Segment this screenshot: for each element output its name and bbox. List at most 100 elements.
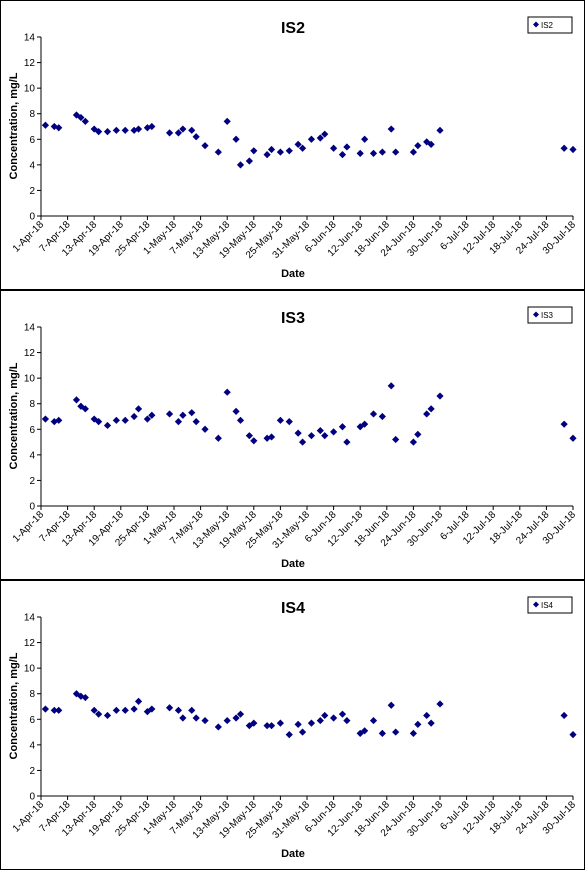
y-tick-label: 0 [29, 502, 35, 513]
x-axis-label: Date [281, 268, 305, 280]
data-point [378, 148, 386, 156]
data-point [112, 416, 120, 424]
data-point [369, 410, 378, 418]
data-point [55, 124, 63, 132]
data-point [285, 731, 293, 739]
x-axis-label: Date [281, 848, 305, 860]
data-point [245, 157, 253, 165]
data-point [81, 693, 89, 702]
data-point [179, 411, 187, 419]
data-point [560, 711, 568, 720]
legend-box [527, 596, 573, 614]
data-point [569, 731, 577, 739]
legend-label: IS3 [541, 311, 554, 320]
data-point [55, 706, 63, 714]
data-point [361, 135, 369, 143]
y-tick-label: 2 [29, 186, 35, 197]
data-point [263, 434, 271, 442]
y-axis-label: Concentration, mg/L [8, 652, 20, 759]
y-tick-label: 6 [29, 715, 35, 726]
data-point [298, 438, 307, 446]
data-point [316, 716, 324, 725]
data-point [330, 428, 338, 436]
data-point [192, 418, 200, 426]
y-tick-label: 14 [24, 613, 36, 624]
data-point [267, 145, 276, 154]
data-point [179, 714, 187, 722]
data-point [276, 719, 284, 727]
data-point [276, 416, 284, 424]
data-point [165, 410, 174, 418]
data-point [427, 405, 435, 413]
data-point [130, 705, 138, 713]
data-point [72, 396, 81, 404]
data-point [103, 128, 112, 136]
data-point [50, 122, 58, 131]
data-point [427, 719, 435, 727]
legend-box [527, 16, 573, 34]
y-tick-label: 4 [29, 160, 35, 171]
data-point [294, 429, 302, 437]
y-tick-label: 12 [24, 58, 36, 69]
data-point [95, 128, 103, 136]
y-tick-label: 2 [29, 766, 35, 777]
data-point [414, 430, 422, 438]
data-point [188, 126, 196, 134]
y-tick-label: 12 [24, 638, 36, 649]
data-point [427, 140, 435, 148]
data-point [188, 706, 196, 714]
y-tick-label: 8 [29, 399, 35, 410]
data-point [174, 418, 183, 426]
data-point [41, 415, 50, 423]
data-point [423, 711, 431, 720]
data-point [285, 147, 293, 155]
data-point [236, 161, 245, 169]
data-point [121, 706, 129, 714]
data-point [569, 145, 577, 154]
data-point [77, 692, 85, 700]
data-point [232, 714, 240, 722]
data-point [41, 705, 50, 713]
y-tick-label: 14 [24, 33, 36, 44]
data-point [369, 149, 378, 157]
data-point [436, 392, 444, 400]
data-point [95, 418, 103, 426]
chart-title: IS4 [281, 600, 305, 617]
y-tick-label: 6 [29, 425, 35, 436]
data-point [338, 423, 347, 431]
data-point [356, 149, 364, 157]
y-tick-label: 4 [29, 740, 35, 751]
data-point [294, 140, 302, 148]
data-point [316, 426, 324, 435]
data-point [250, 147, 258, 155]
data-point [569, 434, 577, 442]
legend-label: IS2 [541, 21, 554, 30]
data-point [338, 151, 347, 159]
data-point [298, 144, 307, 152]
data-point [298, 728, 307, 736]
data-point [369, 716, 378, 725]
chart-svg-is4: IS4024681012141-Apr-187-Apr-1813-Apr-181… [8, 596, 578, 860]
y-tick-label: 10 [24, 84, 36, 95]
data-point [378, 412, 386, 421]
data-point [330, 714, 338, 722]
data-point [41, 121, 50, 129]
y-tick-label: 14 [24, 323, 36, 334]
data-point [356, 423, 364, 431]
data-point [294, 720, 302, 728]
data-point [214, 148, 222, 156]
data-point [148, 122, 156, 131]
data-point [77, 113, 85, 122]
y-tick-label: 12 [24, 348, 36, 359]
data-point [130, 412, 138, 421]
y-tick-label: 0 [29, 792, 35, 803]
chart-title: IS2 [281, 20, 305, 37]
y-tick-label: 8 [29, 109, 35, 120]
data-point [174, 129, 183, 137]
y-tick-label: 10 [24, 664, 36, 675]
data-point [392, 728, 400, 736]
data-point [121, 126, 129, 134]
chart-svg-is2: IS2024681012141-Apr-187-Apr-1813-Apr-181… [8, 16, 578, 280]
data-point [165, 704, 174, 712]
data-point [232, 135, 240, 143]
